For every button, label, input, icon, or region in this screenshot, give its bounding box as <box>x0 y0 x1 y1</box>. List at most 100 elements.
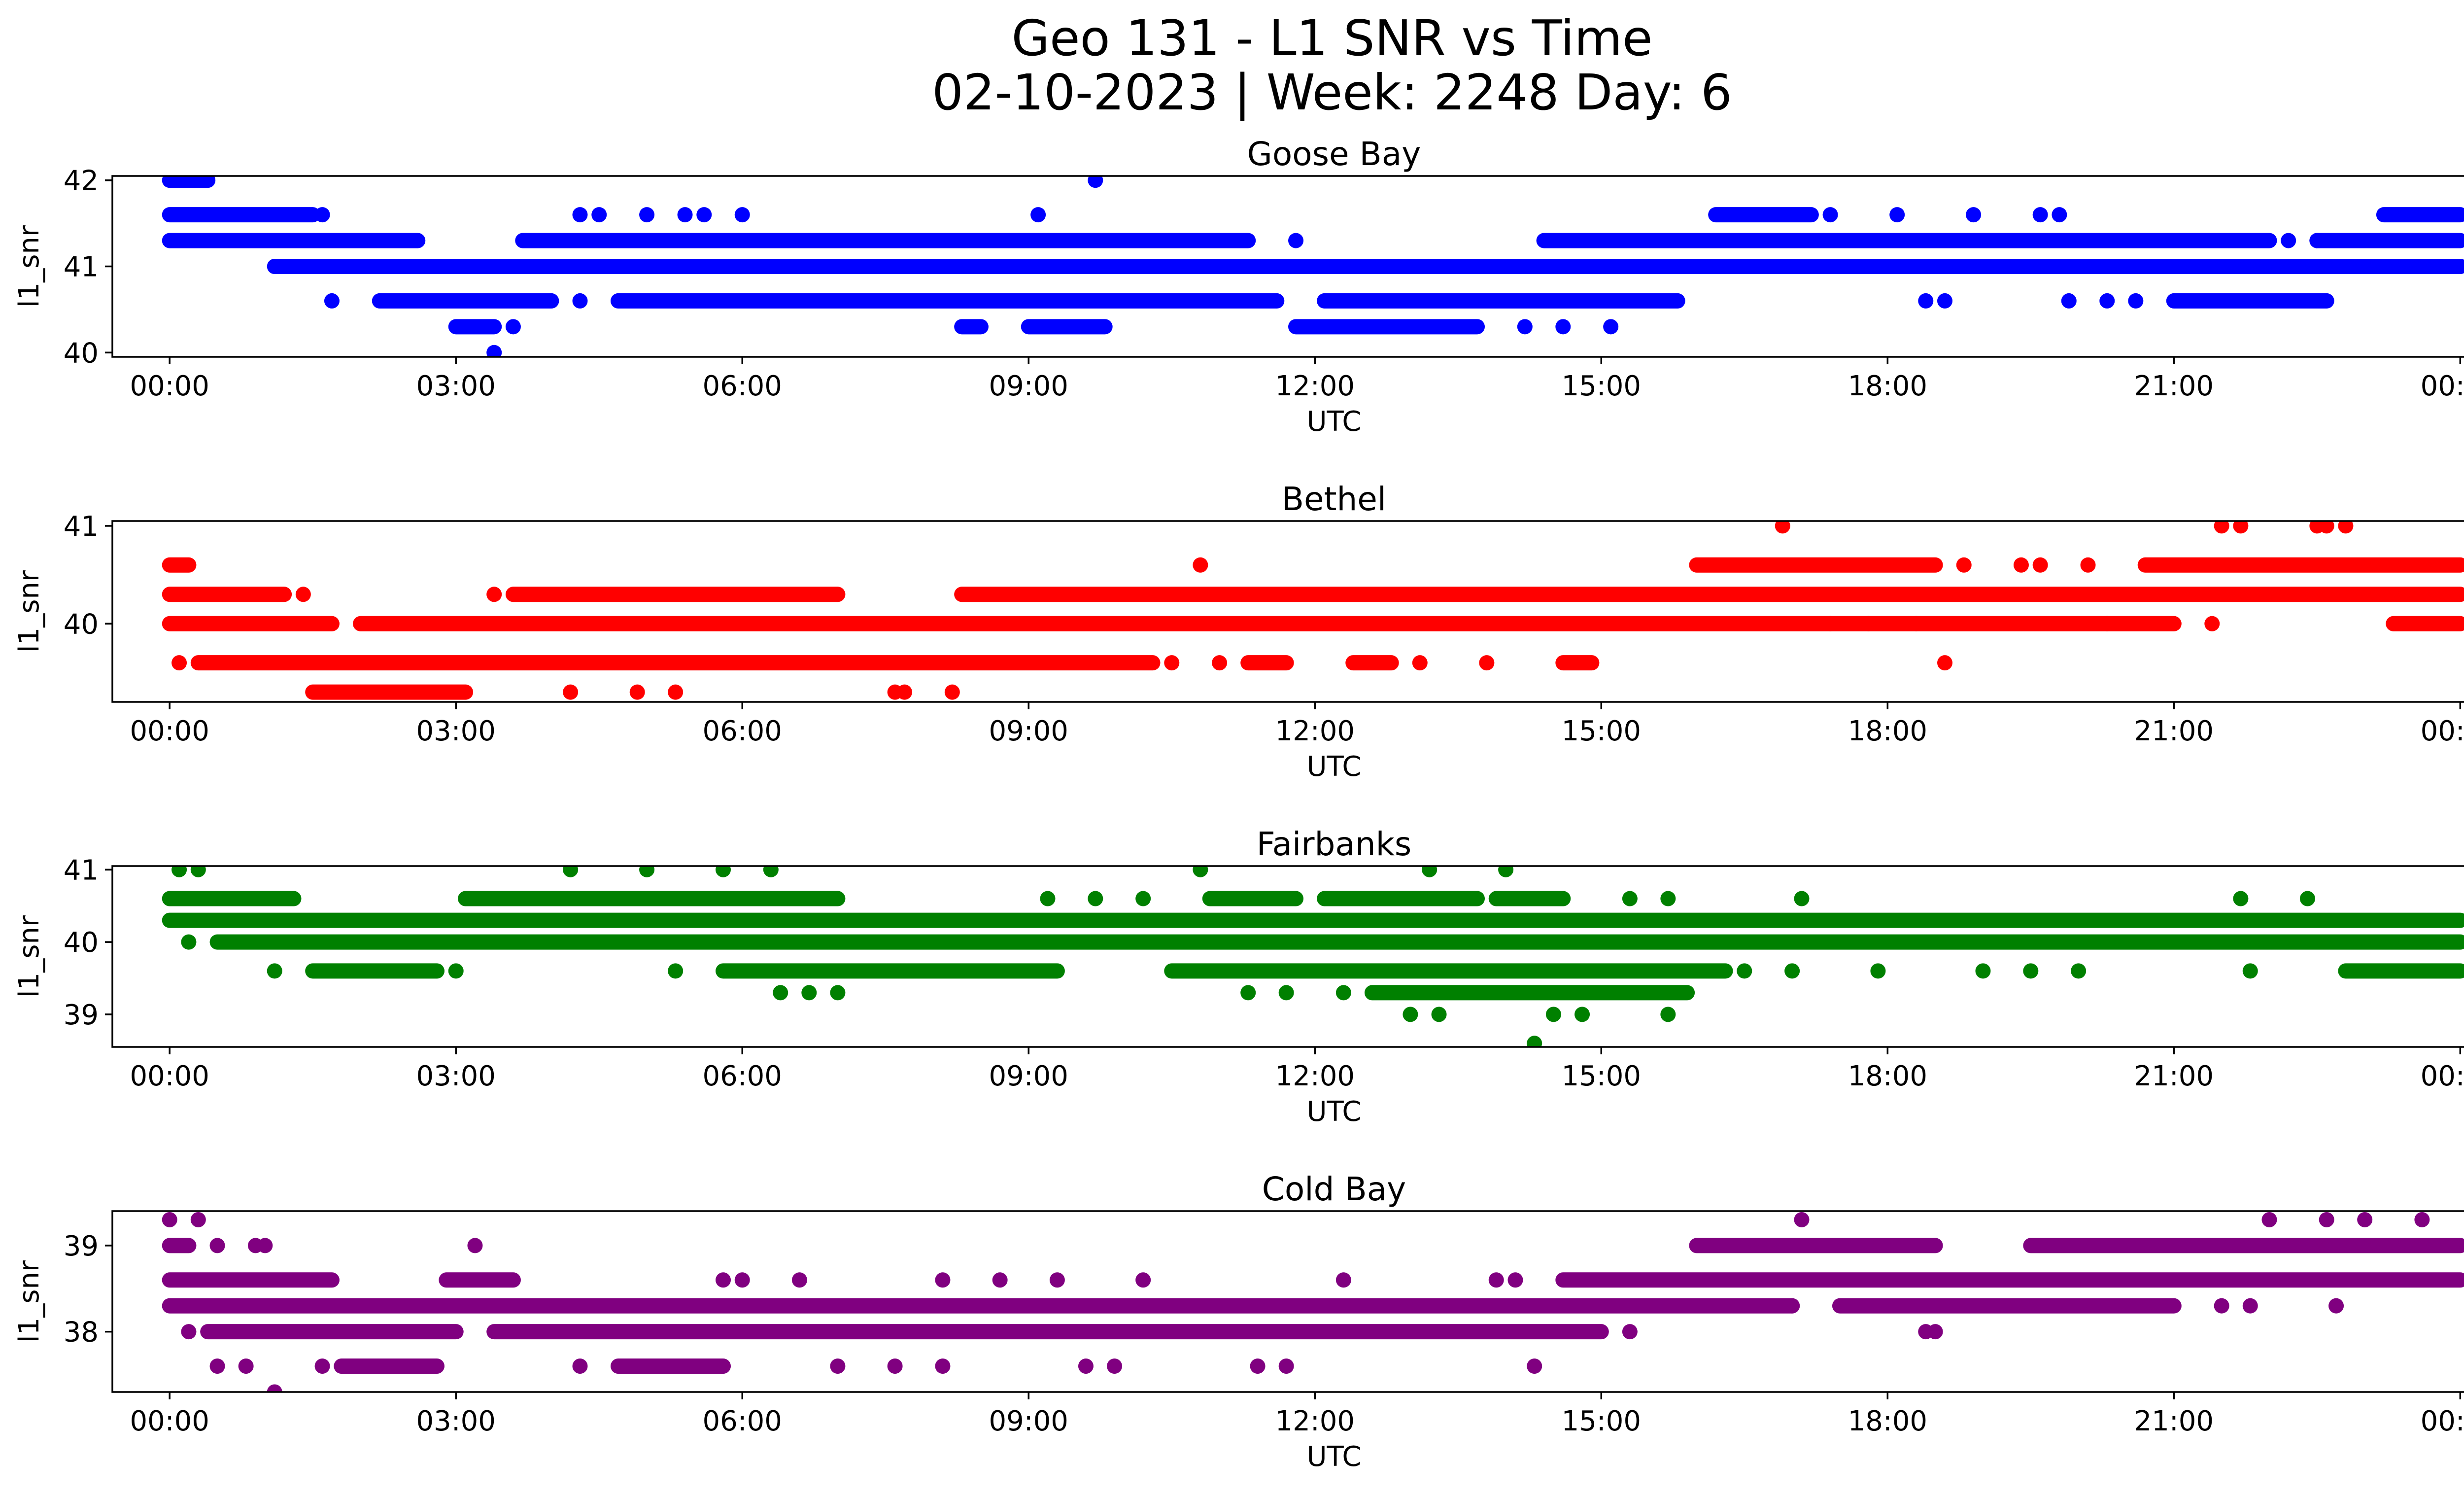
data-point-bethel <box>2319 521 2334 534</box>
data-point-bethel <box>1861 616 1877 631</box>
data-point-bethel <box>2204 616 2220 631</box>
x-axis-label-bethel: UTC <box>1306 751 1361 783</box>
panel-goose-bay: Goose Bay 00:00 03:00 06:00 09:00 12:00 15:00 1… <box>13 135 2464 438</box>
axes-frame-bethel <box>111 520 2464 703</box>
data-point-cold-bay <box>791 1272 807 1288</box>
data-point-cold-bay <box>1135 1272 1151 1288</box>
x-tick-label-fairbanks: 00:00 <box>130 1060 209 1092</box>
x-tick-label-cold-bay: 12:00 <box>1275 1405 1355 1437</box>
data-point-goose-bay <box>1555 319 1571 335</box>
data-point-goose-bay <box>324 293 340 309</box>
panel-bethel: Bethel 00:00 03:00 06:00 09:00 12:00 15:00 18:0… <box>13 480 2464 783</box>
x-tick-label-goose-bay: 18:00 <box>1848 370 1927 402</box>
data-point-goose-bay <box>1517 319 1533 335</box>
data-point-goose-bay <box>1937 293 1952 309</box>
data-point-cold-bay <box>1278 1358 1294 1374</box>
data-point-goose-bay <box>1966 207 1982 223</box>
data-point-cold-bay <box>2319 1212 2334 1227</box>
data-point-fairbanks <box>1040 891 1056 906</box>
data-point-fairbanks <box>1737 963 1752 979</box>
data-point-goose-bay <box>677 207 693 223</box>
data-point-goose-bay <box>505 319 521 335</box>
y-tick-label-fairbanks: 39 <box>64 999 99 1031</box>
data-point-fairbanks <box>267 963 282 979</box>
data-point-bethel <box>1937 655 1952 671</box>
data-point-bethel <box>1822 616 1838 631</box>
data-point-fairbanks <box>1088 891 1103 906</box>
data-point-cold-bay <box>267 1384 282 1392</box>
x-tick-label-cold-bay: 21:00 <box>2134 1405 2214 1437</box>
x-tick-label-fairbanks: 06:00 <box>703 1060 782 1092</box>
x-axis-label-goose-bay: UTC <box>1306 406 1361 438</box>
x-tick-label-cold-bay: 15:00 <box>1562 1405 1641 1437</box>
data-point-goose-bay <box>2128 293 2144 309</box>
data-point-goose-bay <box>314 207 330 223</box>
data-point-cold-bay <box>314 1358 330 1374</box>
y-tick-label-goose-bay: 42 <box>64 165 99 197</box>
data-point-fairbanks <box>1403 1007 1418 1022</box>
data-point-cold-bay <box>2261 1212 2277 1227</box>
data-point-cold-bay <box>2214 1298 2229 1314</box>
data-point-bethel <box>1908 616 1924 631</box>
data-point-cold-bay <box>1507 1272 1523 1288</box>
data-point-fairbanks <box>801 985 817 1001</box>
series-bethel <box>162 521 2464 700</box>
data-point-goose-bay <box>696 207 712 223</box>
axes-frame-cold-bay <box>111 1210 2464 1393</box>
x-tick-label-goose-bay: 06:00 <box>703 370 782 402</box>
data-point-bethel <box>2214 521 2229 534</box>
x-tick-label-bethel: 15:00 <box>1562 715 1641 747</box>
data-point-cold-bay <box>209 1358 225 1374</box>
data-point-fairbanks <box>1622 891 1638 906</box>
data-point-fairbanks <box>1545 1007 1561 1022</box>
data-point-fairbanks <box>448 963 464 979</box>
x-tick-label-goose-bay: 00:00 <box>2421 370 2464 402</box>
data-point-bethel <box>1412 655 1428 671</box>
x-tick-label-bethel: 21:00 <box>2134 715 2214 747</box>
y-tick-label-cold-bay: 38 <box>64 1317 99 1349</box>
data-point-goose-bay <box>2032 207 2048 223</box>
x-tick-label-goose-bay: 21:00 <box>2134 370 2214 402</box>
data-point-fairbanks <box>1498 866 1514 877</box>
series-cold-bay <box>162 1212 2464 1392</box>
axes-frame-fairbanks <box>111 865 2464 1048</box>
data-point-fairbanks <box>1870 963 1886 979</box>
data-point-fairbanks <box>181 934 197 950</box>
x-tick-label-fairbanks: 03:00 <box>416 1060 496 1092</box>
x-tick-label-goose-bay: 03:00 <box>416 370 496 402</box>
data-point-bethel <box>2080 557 2096 573</box>
panel-title-goose-bay: Goose Bay <box>1247 135 1421 173</box>
data-point-cold-bay <box>1927 1324 1943 1340</box>
data-point-fairbanks <box>1527 1036 1542 1047</box>
x-tick-label-goose-bay: 00:00 <box>130 370 209 402</box>
data-point-cold-bay <box>1107 1358 1123 1374</box>
data-point-bethel <box>1956 557 1972 573</box>
data-point-fairbanks <box>1660 1007 1676 1022</box>
y-tick-label-cold-bay: 39 <box>64 1230 99 1262</box>
data-point-bethel <box>2099 616 2115 631</box>
data-point-fairbanks <box>830 985 846 1001</box>
data-point-cold-bay <box>162 1212 177 1227</box>
data-point-cold-bay <box>2328 1298 2344 1314</box>
data-point-cold-bay <box>1078 1358 1094 1374</box>
data-point-goose-bay <box>1030 207 1046 223</box>
data-point-goose-bay <box>2061 293 2077 309</box>
data-point-fairbanks <box>1660 891 1676 906</box>
data-point-cold-bay <box>2414 1212 2430 1227</box>
data-point-fairbanks <box>2071 963 2087 979</box>
data-point-bethel <box>896 684 912 700</box>
data-point-goose-bay <box>2452 259 2464 274</box>
data-point-cold-bay <box>1488 1272 1504 1288</box>
data-point-bethel <box>1775 521 1790 534</box>
data-point-cold-bay <box>1622 1324 1638 1340</box>
y-tick-label-fairbanks: 41 <box>64 854 99 886</box>
data-point-cold-bay <box>2357 1212 2373 1227</box>
data-point-goose-bay <box>2281 233 2296 248</box>
data-point-cold-bay <box>830 1358 846 1374</box>
data-point-cold-bay <box>572 1358 588 1374</box>
data-point-goose-bay <box>1088 176 1103 188</box>
data-point-goose-bay <box>1288 233 1304 248</box>
data-point-bethel <box>944 684 960 700</box>
data-point-cold-bay <box>2242 1298 2258 1314</box>
